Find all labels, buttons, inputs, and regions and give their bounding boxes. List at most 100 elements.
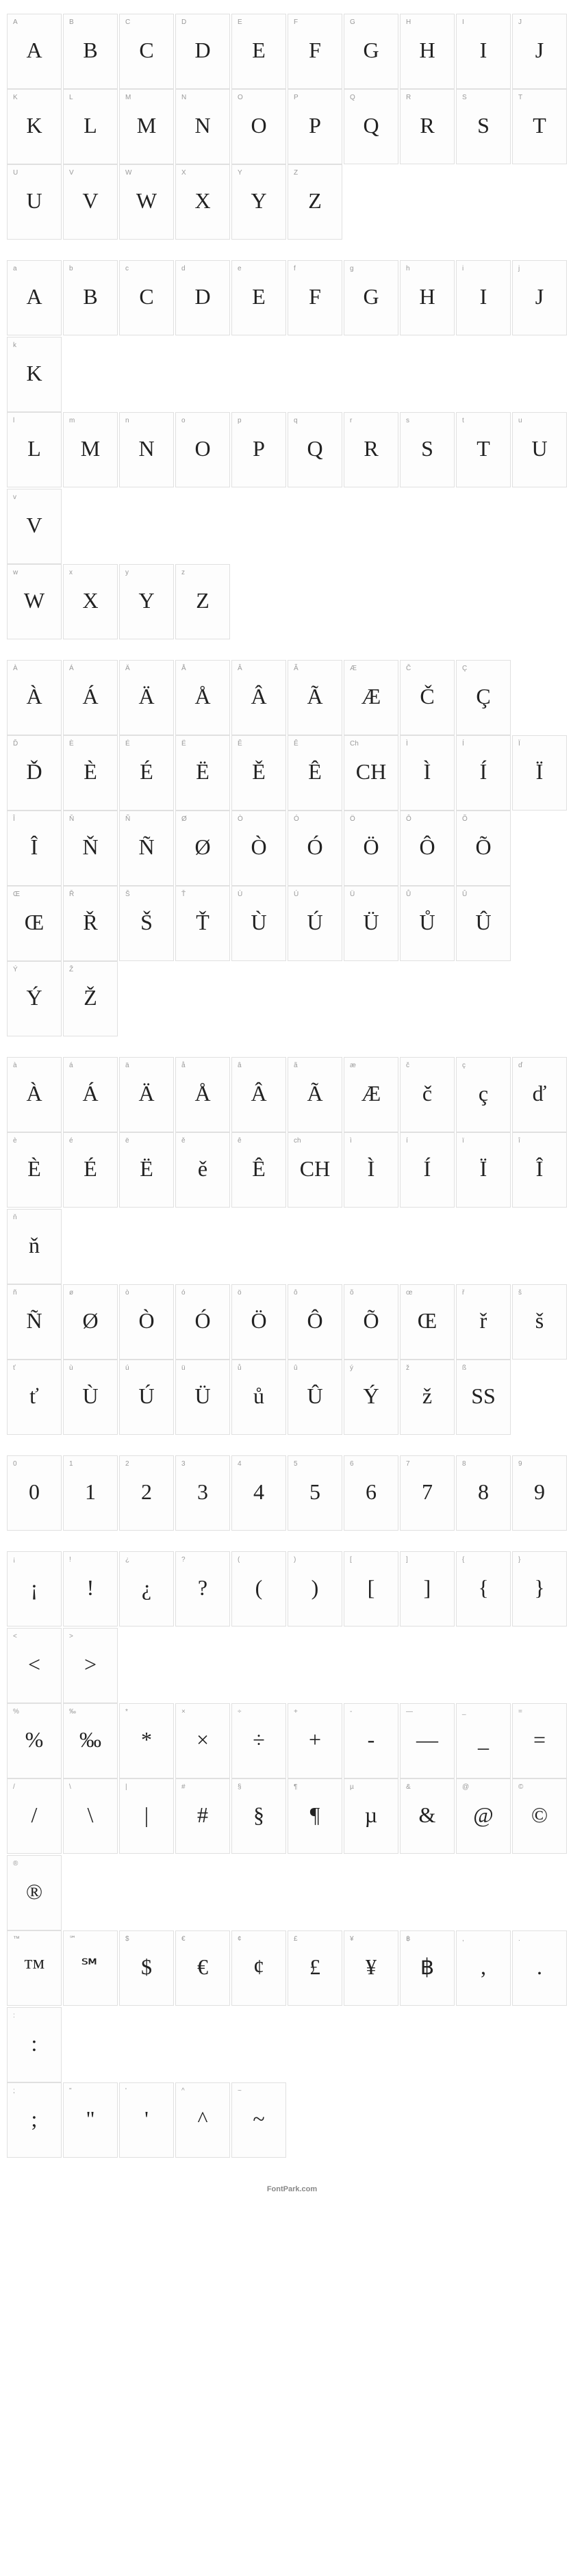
glyph-cell: dD bbox=[175, 260, 230, 335]
glyph-label: B bbox=[69, 18, 74, 26]
glyph-cell: ýÝ bbox=[344, 1360, 398, 1435]
glyph-label: ì bbox=[350, 1137, 352, 1145]
glyph-cell: PP bbox=[288, 89, 342, 164]
glyph-label: Ü bbox=[350, 891, 355, 898]
glyph-cell: 22 bbox=[119, 1455, 174, 1531]
glyph-character: Î bbox=[31, 836, 38, 858]
glyph-cell: jJ bbox=[512, 260, 567, 335]
glyph-cell: VV bbox=[63, 164, 118, 240]
glyph-label: \ bbox=[69, 1783, 71, 1791]
glyph-label: Ì bbox=[406, 740, 408, 748]
glyph-character: 4 bbox=[253, 1481, 264, 1503]
glyph-cell: )) bbox=[288, 1551, 342, 1627]
glyph-character: ; bbox=[31, 2108, 38, 2130]
glyph-character: ) bbox=[312, 1577, 319, 1598]
glyph-label: o bbox=[181, 417, 186, 424]
glyph-cell: íÍ bbox=[400, 1132, 455, 1208]
glyph-label: 8 bbox=[462, 1460, 466, 1468]
glyph-character: [ bbox=[368, 1577, 375, 1598]
glyph-character: CH bbox=[300, 1158, 330, 1179]
glyph-label: × bbox=[181, 1708, 186, 1716]
glyph-cell: ĎĎ bbox=[7, 735, 62, 811]
glyph-label: / bbox=[13, 1783, 15, 1791]
glyph-cell: óÓ bbox=[175, 1284, 230, 1360]
glyph-character: € bbox=[197, 1956, 208, 1978]
glyph-label: + bbox=[294, 1708, 298, 1716]
glyph-label: D bbox=[181, 18, 186, 26]
glyph-character: Ç bbox=[476, 685, 490, 707]
glyph-label: û bbox=[294, 1364, 298, 1372]
glyph-cell: .. bbox=[512, 1930, 567, 2006]
glyph-label: Î bbox=[13, 815, 15, 823]
glyph-character: Ã bbox=[307, 685, 322, 707]
glyph-character: Æ bbox=[361, 685, 381, 707]
glyph-character: Ď bbox=[26, 761, 42, 782]
glyph-character: Z bbox=[196, 589, 210, 611]
glyph-label: _ bbox=[462, 1708, 466, 1716]
glyph-cell: wW bbox=[7, 564, 62, 639]
glyph-character: * bbox=[141, 1729, 152, 1750]
glyph-label: £ bbox=[294, 1935, 298, 1943]
glyph-character: ® bbox=[26, 1880, 42, 1902]
glyph-label: ž bbox=[406, 1364, 409, 1372]
glyph-cell: ÌÌ bbox=[400, 735, 455, 811]
glyph-cell: gG bbox=[344, 260, 398, 335]
glyph-cell: ZZ bbox=[288, 164, 342, 240]
glyph-label: ¢ bbox=[238, 1935, 242, 1943]
glyph-cell: :: bbox=[7, 2007, 62, 2082]
glyph-label: 4 bbox=[238, 1460, 242, 1468]
glyph-label: ê bbox=[238, 1137, 242, 1145]
glyph-label: = bbox=[518, 1708, 522, 1716]
glyph-character: Ö bbox=[251, 1310, 266, 1331]
glyph-cell: ¡¡ bbox=[7, 1551, 62, 1627]
glyph-cell: rR bbox=[344, 412, 398, 487]
glyph-label: ů bbox=[238, 1364, 242, 1372]
glyph-label: Ě bbox=[238, 740, 242, 748]
glyph-label: } bbox=[518, 1556, 520, 1564]
glyph-cell: \\ bbox=[63, 1778, 118, 1854]
glyph-cell: __ bbox=[456, 1703, 511, 1778]
glyph-cell: yY bbox=[119, 564, 174, 639]
glyph-label: ã bbox=[294, 1062, 298, 1069]
glyph-character: R bbox=[420, 114, 434, 136]
glyph-cell: ÒÒ bbox=[231, 811, 286, 886]
glyph-character: Ü bbox=[363, 911, 379, 933]
glyph-label: ó bbox=[181, 1289, 186, 1297]
glyph-character: 3 bbox=[197, 1481, 208, 1503]
glyph-label: W bbox=[125, 169, 131, 177]
glyph-label: Y bbox=[238, 169, 242, 177]
glyph-label: â bbox=[238, 1062, 242, 1069]
glyph-row: ™™℠℠$$€€¢¢££¥¥฿฿,,..:: bbox=[7, 1930, 577, 2082]
glyph-label: u bbox=[518, 417, 522, 424]
section-lowercase: aAbBcCdDeEfFgGhHiIjJkKlLmMnNoOpPqQrRsStT… bbox=[7, 260, 577, 639]
glyph-character: B bbox=[83, 285, 97, 307]
glyph-cell: ÚÚ bbox=[288, 886, 342, 961]
glyph-character: E bbox=[252, 39, 266, 61]
glyph-cell: éÉ bbox=[63, 1132, 118, 1208]
glyph-character: T bbox=[477, 437, 490, 459]
glyph-label: 3 bbox=[181, 1460, 186, 1468]
glyph-label: à bbox=[13, 1062, 17, 1069]
glyph-cell: ¢¢ bbox=[231, 1930, 286, 2006]
glyph-cell: ňň bbox=[7, 1209, 62, 1284]
glyph-cell: ฿฿ bbox=[400, 1930, 455, 2006]
glyph-character: P bbox=[253, 437, 265, 459]
glyph-cell: ÍÍ bbox=[456, 735, 511, 811]
glyph-label: S bbox=[462, 94, 467, 101]
glyph-character: 7 bbox=[422, 1481, 433, 1503]
glyph-label: Ø bbox=[181, 815, 187, 823]
glyph-label: z bbox=[181, 569, 185, 576]
glyph-cell: cC bbox=[119, 260, 174, 335]
glyph-character: Z bbox=[308, 190, 322, 212]
glyph-cell: ÷÷ bbox=[231, 1703, 286, 1778]
glyph-character: 5 bbox=[309, 1481, 320, 1503]
glyph-character: < bbox=[28, 1653, 40, 1675]
glyph-character: Í bbox=[480, 761, 487, 782]
glyph-label: 6 bbox=[350, 1460, 354, 1468]
glyph-character: Ň bbox=[82, 836, 98, 858]
glyph-character: ‰ bbox=[79, 1729, 101, 1750]
glyph-row: aAbBcCdDeEfFgGhHiIjJkK bbox=[7, 260, 577, 412]
glyph-character: > bbox=[84, 1653, 97, 1675]
glyph-character: @ bbox=[473, 1804, 493, 1826]
glyph-label: ฿ bbox=[406, 1935, 410, 1943]
